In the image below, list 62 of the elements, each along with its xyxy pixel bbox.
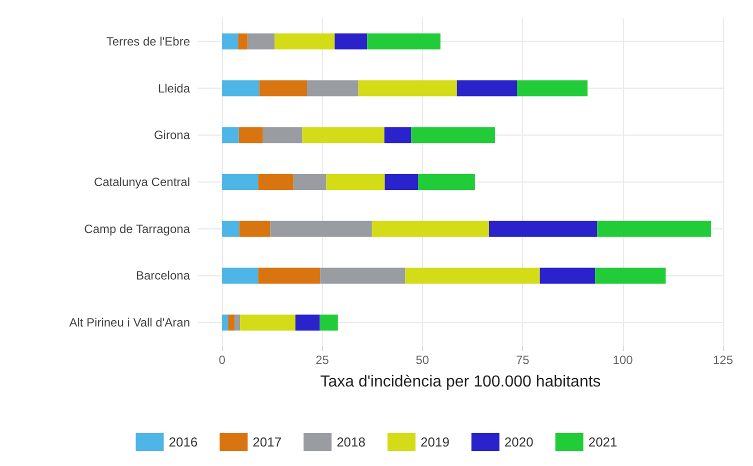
bar (320, 314, 338, 331)
bar (320, 268, 406, 284)
y-tick-label: Barcelona (136, 268, 190, 283)
bar (418, 174, 475, 190)
x-axis-title: Taxa d'incidència per 100.000 habitants (320, 374, 601, 390)
bar (259, 80, 308, 96)
bar (488, 220, 598, 237)
y-tick-label: Terres de l'Ebre (106, 34, 190, 48)
y-tick-label: Alt Pirineu i Vall d'Aran (69, 316, 190, 330)
legend-label: 2020 (504, 434, 534, 450)
legend-label: 2017 (252, 434, 282, 450)
y-tick-label: Catalunya Central (94, 175, 190, 189)
bar (295, 314, 320, 331)
bar (540, 268, 596, 284)
bar (358, 80, 457, 96)
bar (411, 127, 495, 144)
legend-label: 2016 (168, 434, 198, 450)
y-tick-label: Lleida (158, 81, 190, 96)
bar (372, 220, 489, 237)
legend-label: 2018 (336, 434, 366, 450)
y-tick-label: Camp de Tarragona (84, 222, 190, 236)
bar (270, 220, 372, 237)
bar (517, 80, 588, 96)
x-tick-label: 25 (316, 353, 330, 367)
bar (240, 314, 296, 331)
bar (222, 80, 260, 96)
bar (258, 268, 320, 284)
bar (248, 33, 275, 50)
bar (239, 220, 270, 237)
bar (293, 174, 326, 190)
bar (222, 220, 240, 237)
bar (222, 174, 258, 190)
bar (262, 127, 302, 144)
bar (597, 220, 711, 237)
bar (326, 174, 385, 190)
bar (302, 127, 384, 144)
bar (238, 127, 263, 144)
bar (307, 80, 358, 96)
bar (367, 33, 440, 50)
x-tick-label: 125 (712, 353, 734, 367)
legend-label: 2019 (420, 434, 450, 450)
bar (234, 314, 240, 331)
y-tick-label: Girona (154, 128, 190, 142)
legend-label: 2021 (588, 434, 618, 450)
bar (405, 268, 540, 284)
bar (274, 33, 335, 50)
bar (456, 80, 518, 96)
bar (258, 174, 294, 190)
bar (384, 127, 412, 144)
bar (222, 268, 258, 284)
bar (238, 33, 248, 50)
bar (222, 33, 238, 50)
bar (334, 33, 368, 50)
x-tick-label: 75 (516, 353, 530, 367)
bar (228, 314, 234, 331)
bar (595, 268, 666, 284)
bar (384, 174, 418, 190)
x-tick-label: 0 (218, 353, 226, 367)
x-tick-label: 100 (612, 353, 634, 367)
x-tick-label: 50 (416, 353, 430, 367)
bar (222, 127, 239, 144)
bar (222, 314, 228, 331)
